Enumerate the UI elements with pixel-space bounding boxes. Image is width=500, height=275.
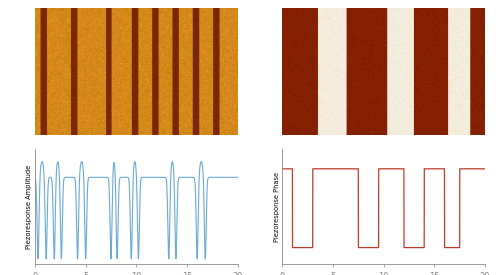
- Y-axis label: Piezoresponse Phase: Piezoresponse Phase: [274, 172, 280, 242]
- Y-axis label: Piezoresponse Amplitude: Piezoresponse Amplitude: [26, 164, 32, 249]
